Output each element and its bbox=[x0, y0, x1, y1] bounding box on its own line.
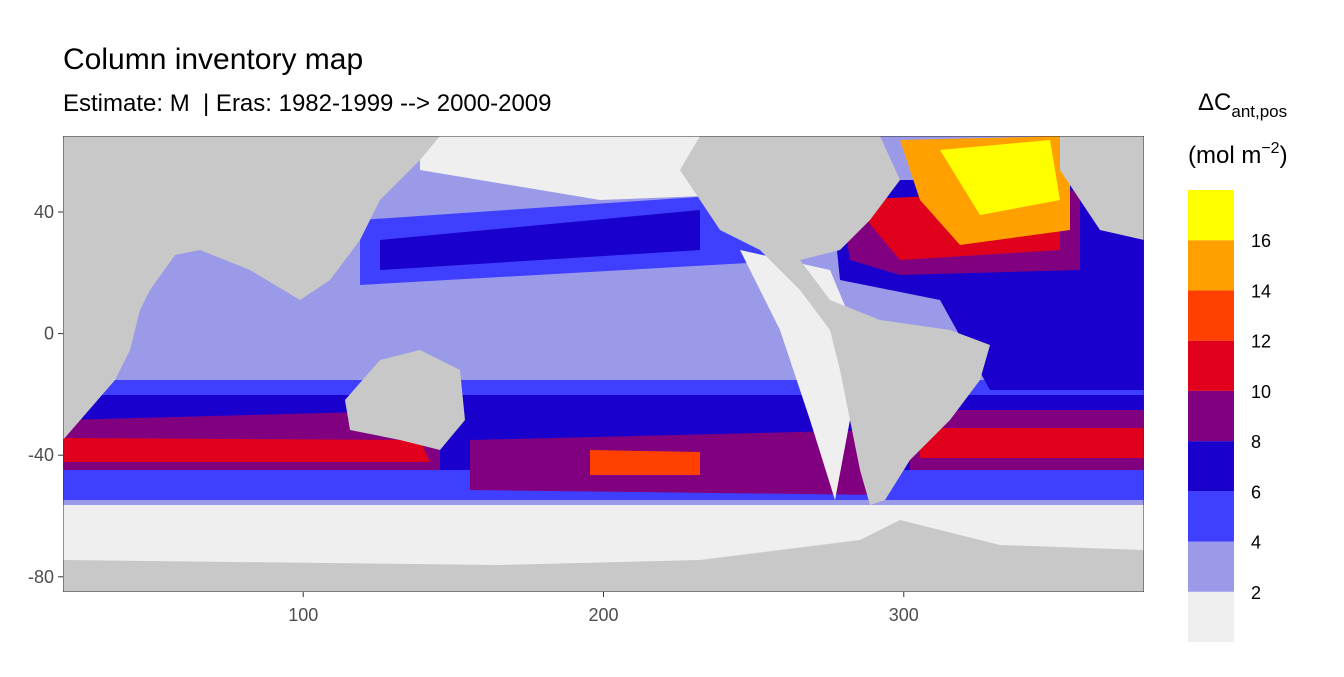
legend-key bbox=[1188, 240, 1234, 291]
legend-label: 12 bbox=[1251, 332, 1271, 352]
legend-key bbox=[1188, 591, 1234, 642]
legend-label: 8 bbox=[1251, 432, 1261, 452]
x-tick-label: 100 bbox=[288, 605, 318, 625]
y-tick-label: 0 bbox=[44, 324, 54, 344]
legend-key bbox=[1188, 390, 1234, 442]
chart-subtitle: Estimate: M | Eras: 1982-1999 --> 2000-2… bbox=[63, 90, 552, 117]
x-tick-label: 300 bbox=[889, 605, 919, 625]
legend-label: 14 bbox=[1251, 281, 1271, 301]
legend-label: 6 bbox=[1251, 482, 1261, 502]
legend-label: 10 bbox=[1251, 382, 1271, 402]
chart-title: Column inventory map bbox=[63, 43, 363, 76]
legend-key bbox=[1188, 340, 1234, 391]
legend-label: 2 bbox=[1251, 583, 1261, 603]
legend-key bbox=[1188, 491, 1234, 542]
map bbox=[63, 136, 1144, 592]
legend-label: 16 bbox=[1251, 231, 1271, 251]
legend-key bbox=[1188, 541, 1234, 592]
legend-key bbox=[1188, 190, 1234, 241]
legend-key bbox=[1188, 290, 1234, 341]
y-tick-label: 40 bbox=[34, 202, 54, 222]
legend-key bbox=[1188, 441, 1234, 492]
legend-title: ΔCant,pos bbox=[1198, 89, 1287, 121]
legend: ΔCant,pos (mol m−2) 2 4 6 8 10 12 14 16 bbox=[1188, 89, 1288, 642]
legend-label: 4 bbox=[1251, 533, 1261, 553]
y-tick-label: -40 bbox=[28, 445, 54, 465]
x-tick-label: 200 bbox=[588, 605, 618, 625]
y-tick-label: -80 bbox=[28, 567, 54, 587]
legend-unit: (mol m−2) bbox=[1188, 140, 1288, 169]
